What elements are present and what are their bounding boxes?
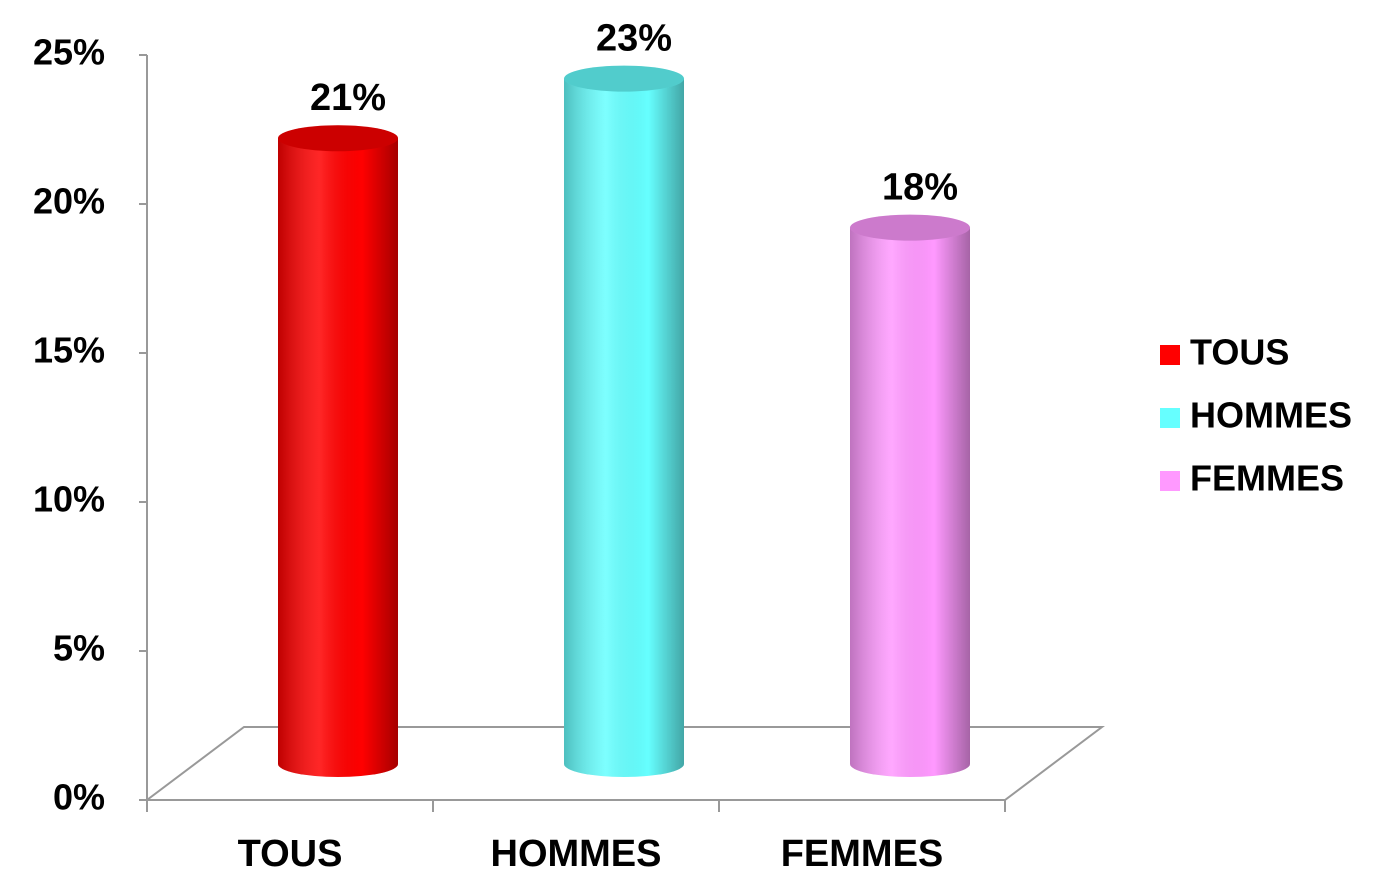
bar-shade <box>564 78 684 778</box>
y-tick-label: 5% <box>53 628 105 669</box>
legend-swatch <box>1160 471 1180 491</box>
bar-top-shade <box>850 214 970 241</box>
legend-label: HOMMES <box>1190 395 1352 436</box>
legend-label: TOUS <box>1190 332 1289 373</box>
x-tick-label: TOUS <box>238 833 343 875</box>
y-tick-label: 15% <box>33 330 105 371</box>
bar-top <box>278 125 398 152</box>
bar-shade <box>278 138 398 777</box>
bar-top-shade <box>278 125 398 152</box>
value-label: 21% <box>310 77 386 119</box>
value-label: 23% <box>596 18 672 60</box>
legend-label: FEMMES <box>1190 458 1344 499</box>
y-tick-label: 10% <box>33 479 105 520</box>
bar <box>278 125 398 777</box>
y-tick-label: 20% <box>33 181 105 222</box>
x-tick-label: HOMMES <box>491 833 662 875</box>
bar-top <box>850 214 970 241</box>
bar-shade <box>850 227 970 778</box>
bar <box>850 214 970 778</box>
y-tick-label: 25% <box>33 32 105 73</box>
bar-top-shade <box>564 65 684 92</box>
bar-top <box>564 65 684 92</box>
legend-swatch <box>1160 345 1180 365</box>
x-tick-label: FEMMES <box>781 833 944 875</box>
bar <box>564 65 684 778</box>
y-tick-label: 0% <box>53 777 105 818</box>
legend-swatch <box>1160 408 1180 428</box>
value-label: 18% <box>882 167 958 209</box>
